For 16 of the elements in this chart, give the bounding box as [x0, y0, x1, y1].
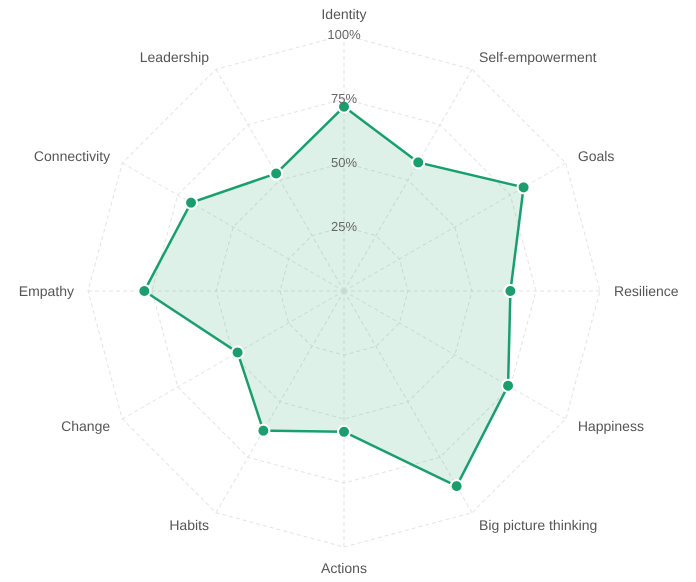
spoke-label: Big picture thinking	[479, 516, 598, 533]
spoke-label: Self-empowerment	[479, 49, 597, 66]
spoke-label: Happiness	[578, 418, 644, 434]
spoke-label: Connectivity	[34, 148, 110, 164]
spoke-label: Leadership	[140, 49, 210, 66]
y-tick-label: 75%	[330, 91, 358, 106]
spoke-label: Actions	[321, 560, 367, 576]
y-tick-label: 50%	[330, 155, 358, 170]
spoke-label: Resilience	[614, 283, 679, 299]
y-tick-label: 100%	[327, 27, 362, 42]
spoke-label: Goals	[578, 148, 614, 164]
y-tick-label: 25%	[330, 219, 358, 234]
spoke-label: Habits	[169, 516, 209, 533]
spoke-label: Identity	[321, 6, 367, 22]
spoke-label: Empathy	[18, 283, 74, 299]
spoke-label: Change	[61, 418, 110, 434]
